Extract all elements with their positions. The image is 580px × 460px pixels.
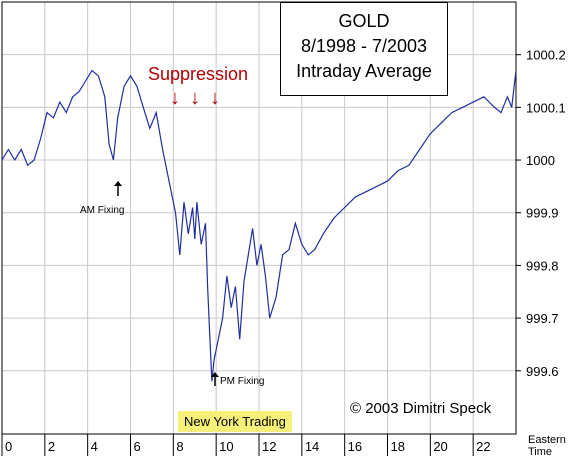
x-tick-label: 16 (348, 439, 362, 454)
y-tick-label: 999.6 (526, 364, 559, 379)
title-line-3: Intraday Average (296, 61, 432, 81)
pm-fixing-label: PM Fixing (220, 376, 264, 387)
x-axis: 0 2 4 6 8 10 12 14 16 18 20 22 (1, 434, 491, 456)
y-tick-label: 999.9 (526, 206, 559, 221)
am-fixing-label: AM Fixing (80, 205, 124, 216)
y-tick-label: 1000.2 (526, 48, 566, 63)
x-tick-label: 6 (134, 439, 141, 454)
x-axis-title-line-1: Eastern (528, 434, 566, 446)
copyright-notice: © 2003 Dimitri Speck (350, 400, 492, 417)
y-axis: 999.6 999.7 999.8 999.9 1000 1000.1 1000.2 (516, 48, 566, 379)
x-tick-label: 10 (219, 439, 233, 454)
x-tick-label: 20 (433, 439, 447, 454)
suppression-label: Suppression (148, 64, 249, 84)
x-tick-label: 4 (91, 439, 98, 454)
gold-series-line (1, 69, 517, 382)
title-line-1: GOLD (338, 11, 390, 31)
x-tick-label: 18 (391, 439, 405, 454)
title-line-2: 8/1998 - 7/2003 (300, 36, 428, 56)
y-tick-label: 1000 (526, 153, 555, 168)
y-tick-label: 999.7 (526, 311, 559, 326)
x-tick-label: 14 (305, 439, 319, 454)
y-tick-label: 999.8 (526, 258, 559, 273)
am-fixing-annotation: AM Fixing (80, 181, 124, 216)
pm-fixing-annotation: PM Fixing (211, 372, 264, 387)
x-tick-label: 12 (262, 439, 276, 454)
x-axis-title: Eastern Time (528, 434, 566, 458)
x-tick-label: 8 (176, 439, 183, 454)
down-arrow-icon: ↓ (170, 87, 180, 109)
x-tick-label: 0 (5, 439, 12, 454)
y-tick-label: 1000.1 (526, 100, 566, 115)
down-arrow-icon: ↓ (210, 87, 220, 109)
x-axis-title-line-2: Time (528, 446, 553, 458)
down-arrow-icon: ↓ (190, 87, 200, 109)
x-tick-label: 2 (48, 439, 55, 454)
chart-title-box: GOLD 8/1998 - 7/2003 Intraday Average (280, 2, 448, 96)
x-tick-label: 22 (476, 439, 490, 454)
new-york-trading-label: New York Trading (178, 411, 292, 432)
